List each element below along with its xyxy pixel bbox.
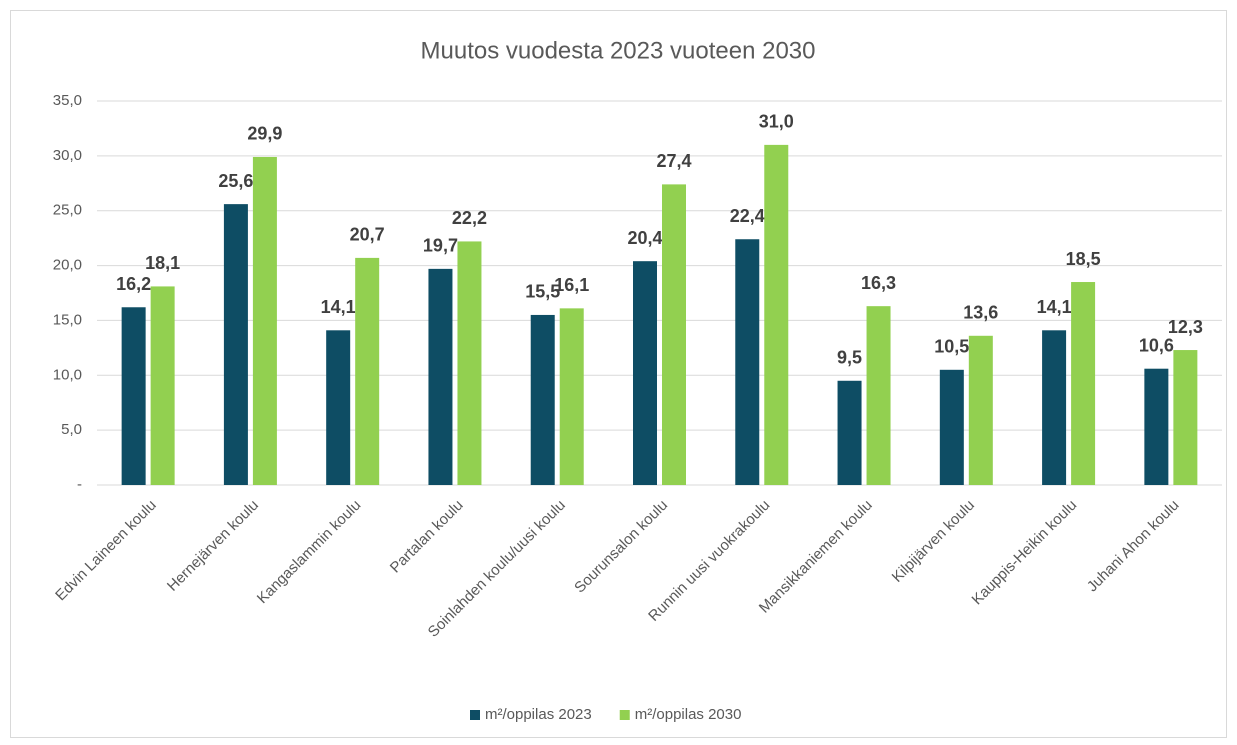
data-label: 15,5: [525, 282, 560, 302]
legend-label: m²/oppilas 2023: [485, 706, 592, 723]
data-label: 27,4: [656, 151, 691, 171]
bar: [1173, 350, 1198, 485]
bar: [150, 286, 175, 485]
data-label: 16,1: [554, 275, 589, 295]
bar: [355, 257, 380, 485]
chart-title: Muutos vuodesta 2023 vuoteen 2030: [421, 37, 816, 64]
y-tick-label: 5,0: [61, 421, 82, 438]
data-label: 22,4: [730, 206, 765, 226]
y-tick-label: 35,0: [53, 92, 82, 109]
data-label: 10,6: [1139, 335, 1174, 355]
data-label: 18,5: [1066, 249, 1101, 269]
bar: [837, 380, 862, 485]
bar: [252, 156, 277, 485]
bar: [559, 308, 584, 485]
data-label: 25,6: [218, 171, 253, 191]
data-label: 22,2: [452, 208, 487, 228]
legend-label: m²/oppilas 2030: [635, 706, 742, 723]
y-tick-label: 10,0: [53, 366, 82, 383]
bar: [735, 239, 760, 485]
data-label: 19,7: [423, 236, 458, 256]
bar: [457, 241, 482, 485]
y-tick-label: 20,0: [53, 257, 82, 274]
y-tick-label: 15,0: [53, 311, 82, 328]
data-label: 10,5: [934, 337, 969, 357]
bar: [326, 330, 351, 485]
bar: [1071, 282, 1096, 485]
data-label: 9,5: [837, 348, 862, 368]
bar: [121, 307, 146, 485]
data-label: 18,1: [145, 253, 180, 273]
data-label: 20,4: [627, 228, 662, 248]
data-label: 16,3: [861, 273, 896, 293]
data-label: 13,6: [963, 303, 998, 323]
y-tick-label: 25,0: [53, 202, 82, 219]
bar: [866, 306, 891, 485]
bar: [633, 261, 657, 485]
bar: [939, 369, 964, 485]
bar: [968, 335, 993, 485]
data-label: 16,2: [116, 274, 151, 294]
y-tick-label: 30,0: [53, 147, 82, 164]
bar: [428, 268, 453, 485]
bar: [223, 204, 248, 486]
legend-swatch: [470, 710, 480, 720]
data-label: 20,7: [350, 225, 385, 245]
data-label: 14,1: [1037, 297, 1072, 317]
chart-border: [10, 10, 1227, 738]
data-label: 29,9: [247, 124, 282, 144]
bar: [662, 184, 686, 485]
bar: [764, 144, 789, 485]
bar: [530, 314, 555, 485]
legend-swatch: [619, 710, 630, 720]
data-label: 14,1: [321, 297, 356, 317]
bar: [1042, 330, 1067, 485]
data-label: 12,3: [1168, 317, 1203, 337]
bar: [1144, 368, 1169, 485]
y-tick-label: -: [77, 476, 82, 493]
data-label: 31,0: [759, 112, 794, 132]
